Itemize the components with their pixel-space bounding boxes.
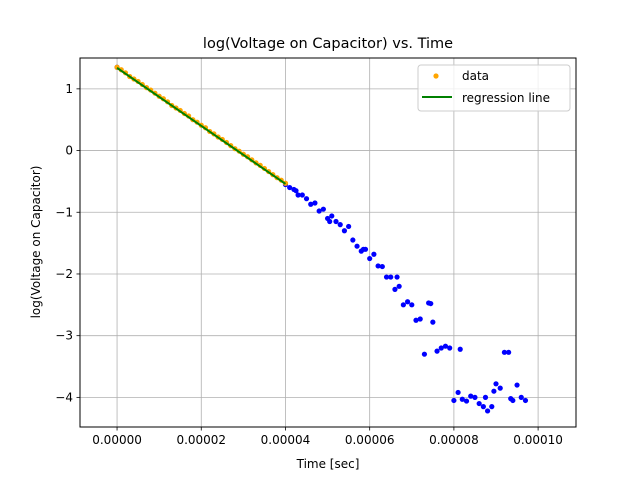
- y-tick-label: −1: [55, 205, 73, 219]
- scatter-point: [400, 302, 406, 308]
- x-tick-label: 0.00004: [261, 433, 311, 447]
- y-tick-label: −4: [55, 390, 73, 404]
- scatter-point: [316, 208, 322, 214]
- x-tick-label: 0.00006: [345, 433, 395, 447]
- scatter-point: [476, 400, 482, 407]
- x-tick-label: 0.00000: [92, 433, 142, 447]
- scatter-point: [417, 316, 423, 322]
- ticks: 0.00000 0.00002 0.00004 0.00006 0.00008 0.000…: [55, 82, 563, 447]
- scatter-point: [518, 394, 524, 400]
- scatter-point: [409, 302, 415, 308]
- scatter-point: [501, 349, 508, 355]
- scatter-point: [489, 404, 495, 410]
- scatter-point: [430, 319, 436, 325]
- y-tick-label: 0: [65, 144, 73, 158]
- scatter-point: [457, 346, 463, 352]
- scatter-point: [308, 201, 314, 207]
- scatter-point: [394, 274, 400, 280]
- scatter-point: [293, 188, 299, 194]
- x-tick-label: 0.00002: [176, 433, 226, 447]
- scatter-point: [447, 345, 453, 351]
- plot-area: [114, 64, 529, 414]
- scatter-point: [287, 184, 293, 191]
- scatter-point: [482, 394, 489, 400]
- scatter-point: [421, 351, 428, 357]
- scatter-point: [438, 345, 444, 351]
- scatter-point: [497, 385, 503, 391]
- scatter-point: [455, 389, 461, 396]
- scatter-point: [303, 196, 310, 202]
- x-axis-title: Time [sec]: [296, 457, 360, 471]
- legend-regression-label: regression line: [462, 91, 550, 105]
- scatter-point: [320, 206, 326, 212]
- regression-line: [116, 67, 287, 185]
- scatter-point: [404, 299, 411, 305]
- scatter-point: [354, 243, 360, 249]
- scatter-point: [428, 300, 434, 307]
- legend-data-label: data: [462, 69, 489, 83]
- scatter-point: [434, 348, 440, 354]
- scatter-point: [295, 192, 301, 198]
- scatter-point: [388, 274, 394, 280]
- scatter-point: [379, 263, 385, 270]
- scatter-point: [371, 251, 377, 257]
- scatter-point: [480, 404, 486, 410]
- scatter-point: [514, 382, 520, 388]
- scatter-point: [468, 393, 474, 399]
- y-tick-label: 1: [65, 82, 73, 96]
- scatter-point: [337, 222, 343, 228]
- scatter-point: [463, 398, 470, 404]
- scatter-point: [360, 246, 366, 252]
- legend-box: [417, 64, 571, 112]
- scatter-point: [522, 397, 529, 404]
- scatter-point: [506, 349, 512, 355]
- grid: [80, 58, 576, 427]
- scatter-point: [493, 381, 499, 387]
- chart-title: log(Voltage on Capacitor) vs. Time: [203, 36, 453, 52]
- scatter-point: [327, 218, 333, 225]
- scatter-point: [383, 274, 390, 280]
- scatter-point: [491, 388, 497, 394]
- legend: data regression line: [417, 64, 571, 112]
- y-tick-label: −3: [55, 329, 73, 343]
- scatter-point: [442, 343, 449, 349]
- scatter-point: [329, 213, 335, 219]
- scatter-point: [312, 200, 318, 206]
- scatter-point: [350, 237, 356, 243]
- scatter-point: [299, 192, 305, 198]
- scatter-point: [392, 286, 398, 292]
- scatter-point: [346, 223, 352, 230]
- legend-data-marker: [433, 73, 439, 79]
- scatter-point: [375, 263, 381, 269]
- scatter-point: [367, 255, 373, 262]
- x-tick-label: 0.00008: [429, 433, 479, 447]
- x-tick-label: 0.00010: [513, 433, 563, 447]
- y-tick-label: −2: [55, 267, 73, 281]
- scatter-point: [451, 397, 457, 404]
- scatter-point: [333, 218, 339, 225]
- scatter-point: [484, 408, 491, 414]
- scatter-point: [508, 396, 514, 402]
- scatter-point: [396, 283, 402, 289]
- scatter-point: [341, 228, 348, 234]
- scatter-point: [472, 394, 478, 400]
- axes-frame: [79, 57, 577, 428]
- scatter-point: [413, 317, 419, 323]
- y-axis-title: log(Voltage on Capacitor): [29, 166, 43, 319]
- scatter-point: [459, 396, 465, 402]
